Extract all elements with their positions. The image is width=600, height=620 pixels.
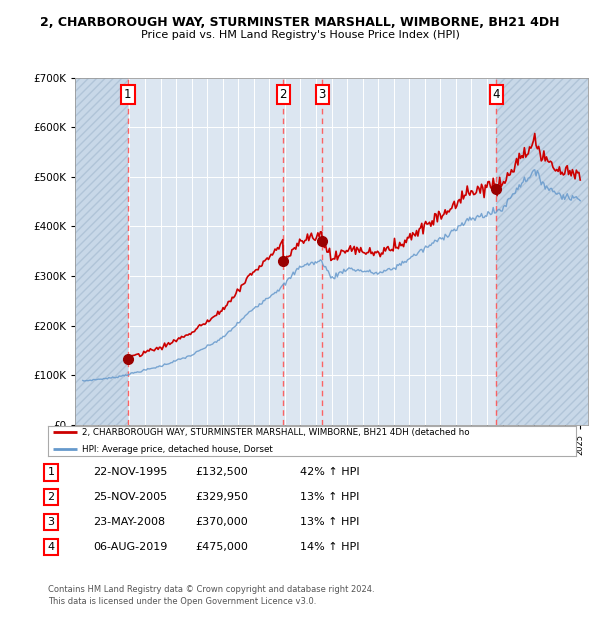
- Text: 2, CHARBOROUGH WAY, STURMINSTER MARSHALL, WIMBORNE, BH21 4DH (detached ho: 2, CHARBOROUGH WAY, STURMINSTER MARSHALL…: [82, 428, 470, 437]
- Bar: [75, 78, 128, 425]
- Text: 13% ↑ HPI: 13% ↑ HPI: [300, 517, 359, 527]
- Text: 2: 2: [47, 492, 55, 502]
- Text: £132,500: £132,500: [195, 467, 248, 477]
- Text: £329,950: £329,950: [195, 492, 248, 502]
- Bar: [496, 78, 588, 425]
- Text: Contains HM Land Registry data © Crown copyright and database right 2024.: Contains HM Land Registry data © Crown c…: [48, 585, 374, 594]
- Text: 14% ↑ HPI: 14% ↑ HPI: [300, 542, 359, 552]
- Text: 22-NOV-1995: 22-NOV-1995: [93, 467, 167, 477]
- Text: 3: 3: [47, 517, 55, 527]
- Text: 4: 4: [47, 542, 55, 552]
- Text: This data is licensed under the Open Government Licence v3.0.: This data is licensed under the Open Gov…: [48, 597, 316, 606]
- Text: 06-AUG-2019: 06-AUG-2019: [93, 542, 167, 552]
- Text: 13% ↑ HPI: 13% ↑ HPI: [300, 492, 359, 502]
- Text: 42% ↑ HPI: 42% ↑ HPI: [300, 467, 359, 477]
- Text: 3: 3: [319, 88, 326, 101]
- Text: 2, CHARBOROUGH WAY, STURMINSTER MARSHALL, WIMBORNE, BH21 4DH: 2, CHARBOROUGH WAY, STURMINSTER MARSHALL…: [40, 16, 560, 29]
- Text: 2: 2: [280, 88, 287, 101]
- Text: HPI: Average price, detached house, Dorset: HPI: Average price, detached house, Dors…: [82, 445, 273, 454]
- Text: 1: 1: [124, 88, 131, 101]
- Text: 4: 4: [493, 88, 500, 101]
- Text: £475,000: £475,000: [195, 542, 248, 552]
- Text: Price paid vs. HM Land Registry's House Price Index (HPI): Price paid vs. HM Land Registry's House …: [140, 30, 460, 40]
- Text: 25-NOV-2005: 25-NOV-2005: [93, 492, 167, 502]
- Text: 1: 1: [47, 467, 55, 477]
- Text: £370,000: £370,000: [195, 517, 248, 527]
- Text: 23-MAY-2008: 23-MAY-2008: [93, 517, 165, 527]
